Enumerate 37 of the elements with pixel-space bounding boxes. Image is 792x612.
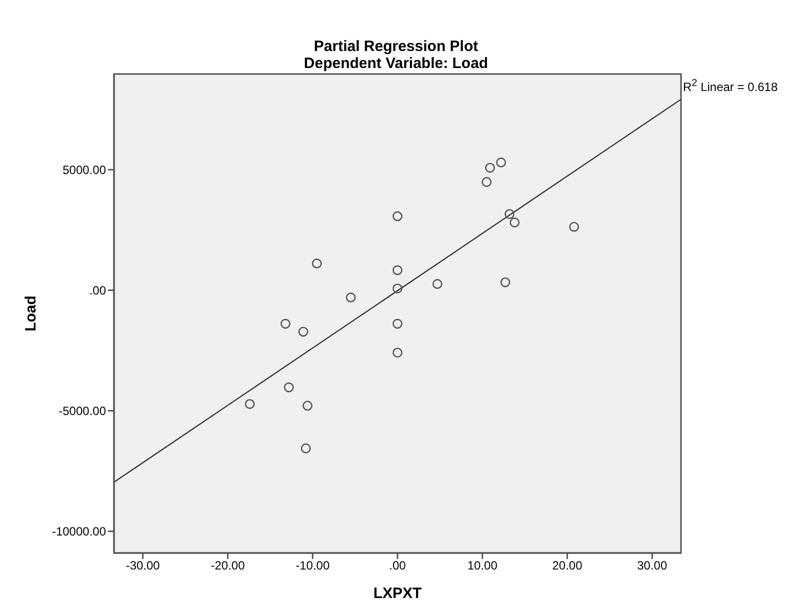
point [500,277,510,288]
point [392,265,402,276]
point [298,326,308,337]
point [496,158,506,168]
point [504,209,514,220]
point [485,162,495,173]
point [392,348,402,358]
point [432,279,442,289]
point [569,222,579,232]
point [312,258,322,268]
x-tick-label: -20.00 [210,558,246,573]
point [284,382,294,392]
y-tick-label: 5000.00 [62,162,106,177]
point [482,177,492,187]
x-tick-label: -30.00 [126,558,160,573]
x-tick-label: .00 [389,558,406,573]
x-tick-label: 10.00 [467,558,498,573]
point [392,318,402,329]
chart-subtitle: Dependent Variable: Load [302,55,490,72]
point [346,292,356,302]
point [244,399,255,409]
x-axis-title: LXPXT [373,585,422,602]
y-tick-label: -5000.00 [58,404,106,418]
chart-title: Partial Regression Plot [312,38,480,55]
point [392,284,402,294]
y-tick-label: -10000.00 [52,524,106,539]
y-tick-label: .00 [89,283,106,298]
point [300,443,311,454]
x-tick-label: 20.00 [552,558,583,573]
y-axis-title: Load [22,296,40,332]
point [302,400,312,411]
point [280,318,290,329]
point [510,218,520,228]
text: R$^{2}$ Linear = 0.618 [683,78,778,94]
point [392,211,402,222]
x-tick-label: 30.00 [637,558,668,573]
x-tick-label: -10.00 [296,558,330,573]
